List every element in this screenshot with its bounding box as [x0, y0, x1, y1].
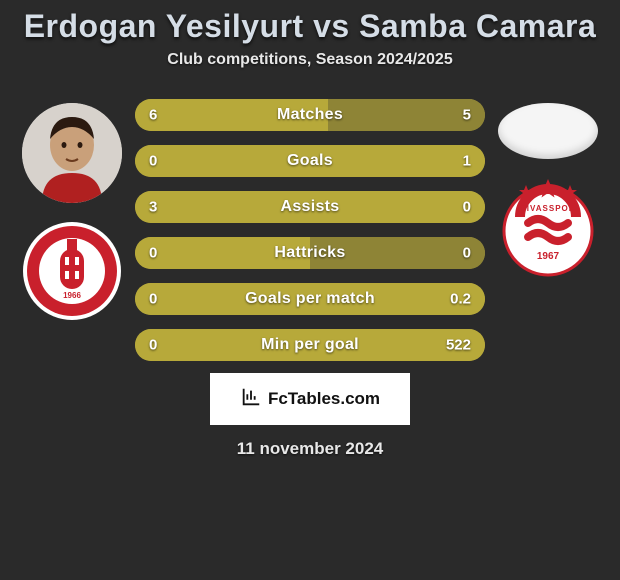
- comparison-title: Erdogan Yesilyurt vs Samba Camara: [0, 8, 620, 45]
- stat-label: Hattricks: [274, 244, 345, 262]
- stat-left-value: 0: [149, 245, 157, 262]
- stat-bar: 0 Min per goal 522: [135, 329, 485, 361]
- left-player-column: 1966: [17, 99, 127, 321]
- stat-left-value: 0: [149, 153, 157, 170]
- stat-left-value: 0: [149, 337, 157, 354]
- comparison-date: 11 november 2024: [0, 439, 620, 459]
- stat-label: Min per goal: [261, 336, 359, 354]
- stat-right-value: 0: [463, 199, 471, 216]
- watermark-text: FcTables.com: [268, 389, 380, 409]
- watermark: FcTables.com: [210, 373, 410, 425]
- stat-bar: 6 Matches 5: [135, 99, 485, 131]
- stat-right-value: 0: [463, 245, 471, 262]
- stat-left-value: 6: [149, 107, 157, 124]
- comparison-body: 1966 6 Matches 5 0 Goals 1 3 Assists 0 0 Hattricks…: [0, 99, 620, 361]
- stat-bar: 0 Hattricks 0: [135, 237, 485, 269]
- stat-label: Goals per match: [245, 290, 375, 308]
- left-club-badge: 1966: [22, 221, 122, 321]
- right-club-badge: SIVASSPOR 1967: [498, 177, 598, 277]
- svg-text:SIVASSPOR: SIVASSPOR: [520, 204, 575, 213]
- stat-right-value: 1: [463, 153, 471, 170]
- right-player-avatar: [498, 103, 598, 159]
- stat-bar: 0 Goals per match 0.2: [135, 283, 485, 315]
- stat-label: Matches: [277, 106, 343, 124]
- stat-right-value: 0.2: [450, 291, 471, 308]
- stat-bar: 0 Goals 1: [135, 145, 485, 177]
- comparison-subtitle: Club competitions, Season 2024/2025: [0, 51, 620, 69]
- svg-text:1967: 1967: [537, 251, 560, 262]
- right-player-column: SIVASSPOR 1967: [493, 99, 603, 277]
- svg-text:1966: 1966: [63, 291, 81, 300]
- stat-label: Goals: [287, 152, 333, 170]
- chart-icon: [240, 386, 262, 413]
- left-player-avatar: [22, 103, 122, 203]
- stat-left-value: 0: [149, 291, 157, 308]
- stat-left-value: 3: [149, 199, 157, 216]
- stat-label: Assists: [280, 198, 339, 216]
- stat-bars: 6 Matches 5 0 Goals 1 3 Assists 0 0 Hattricks 0 0 Goa…: [135, 99, 485, 361]
- stat-bar: 3 Assists 0: [135, 191, 485, 223]
- stat-right-value: 5: [463, 107, 471, 124]
- stat-right-value: 522: [446, 337, 471, 354]
